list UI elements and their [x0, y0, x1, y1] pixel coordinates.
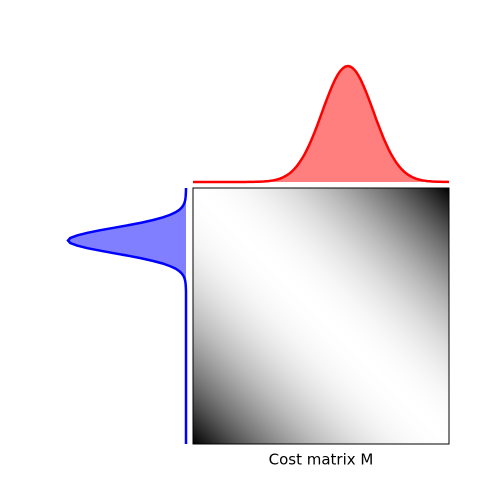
source-line [66, 188, 188, 444]
source-area [68, 188, 186, 444]
target-area [193, 66, 449, 182]
target-line [193, 64, 450, 184]
cost-matrix [192, 187, 450, 445]
x-axis-label: Cost matrix M [269, 451, 374, 469]
